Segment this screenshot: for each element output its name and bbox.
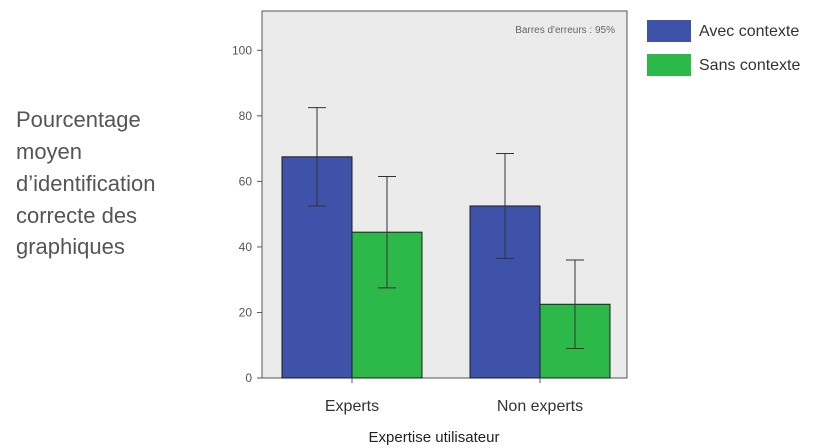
- error-bars: [308, 107, 584, 350]
- y-tick-label: 100: [232, 43, 252, 57]
- y-axis-title-line-2: moyen: [16, 139, 82, 164]
- error-bar-note: Barres d'erreurs : 95%: [515, 25, 615, 36]
- y-axis-title-line-3: d’identification: [16, 171, 155, 196]
- legend-swatch: [647, 20, 691, 42]
- y-axis: 0 20 40 60 80 100: [232, 43, 262, 385]
- y-axis-title-line-5: graphiques: [16, 234, 125, 259]
- y-axis-title-line-4: correcte des: [16, 203, 137, 228]
- x-category-label: Experts: [325, 398, 379, 415]
- y-axis-title-line-1: Pourcentage: [16, 107, 141, 132]
- y-axis-title: Pourcentage moyen d’identification corre…: [16, 107, 155, 259]
- legend: Avec contexte Sans contexte: [647, 20, 801, 76]
- y-tick-label: 20: [239, 305, 253, 319]
- x-category-label: Non experts: [497, 398, 583, 415]
- legend-label: Sans contexte: [699, 57, 801, 74]
- x-axis: Experts Non experts: [325, 378, 583, 415]
- y-tick-label: 0: [245, 371, 252, 385]
- y-tick-label: 60: [239, 174, 253, 188]
- x-axis-title: Expertise utilisateur: [369, 429, 500, 446]
- legend-label: Avec contexte: [699, 23, 799, 40]
- legend-swatch: [647, 54, 691, 76]
- y-tick-label: 80: [239, 109, 253, 123]
- y-tick-label: 40: [239, 240, 253, 254]
